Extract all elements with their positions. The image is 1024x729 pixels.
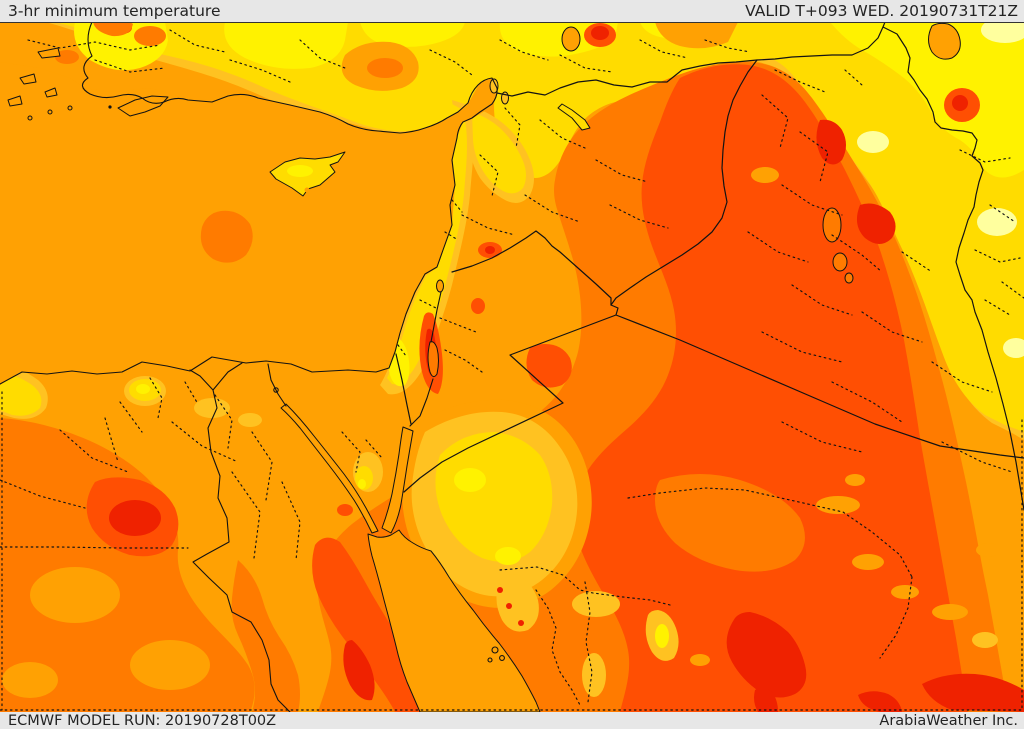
islands-layer	[7, 47, 346, 197]
lake-tharthar	[822, 207, 842, 243]
admin-borders-dotted	[0, 29, 1024, 711]
border-syria-iraq	[610, 59, 758, 306]
lakes-layer	[427, 22, 961, 378]
suez-canal	[267, 363, 287, 407]
model-run-label: ECMWF MODEL RUN: 20190728T00Z	[8, 712, 277, 729]
border-egypt-sudan	[0, 546, 189, 549]
map-title: 3-hr minimum temperature	[8, 2, 221, 20]
border-iraq-saudi	[615, 314, 1024, 459]
border-jordan	[403, 230, 619, 493]
water-layer	[0, 62, 541, 712]
border-egypt-israel	[395, 353, 412, 425]
lake-tuz	[561, 26, 581, 52]
dead-sea	[427, 341, 439, 378]
lake-urmia	[928, 22, 961, 60]
country-borders	[395, 22, 1024, 511]
lake-assad	[557, 103, 591, 131]
sea-of-galilee	[436, 279, 444, 293]
border-iraq-iran	[882, 26, 1024, 511]
coastline-layer	[0, 22, 505, 712]
valid-time-label: VALID T+093 WED. 20190731T21Z	[745, 2, 1018, 20]
border-turkey-syria-iraq	[496, 22, 886, 97]
branding-label: ArabiaWeather Inc.	[879, 712, 1018, 729]
footer-bar: ECMWF MODEL RUN: 20190728T00Z ArabiaWeat…	[0, 712, 1024, 729]
nile-river	[192, 389, 291, 712]
header-bar: 3-hr minimum temperature VALID T+093 WED…	[0, 0, 1024, 22]
jordan-rift	[409, 291, 442, 427]
